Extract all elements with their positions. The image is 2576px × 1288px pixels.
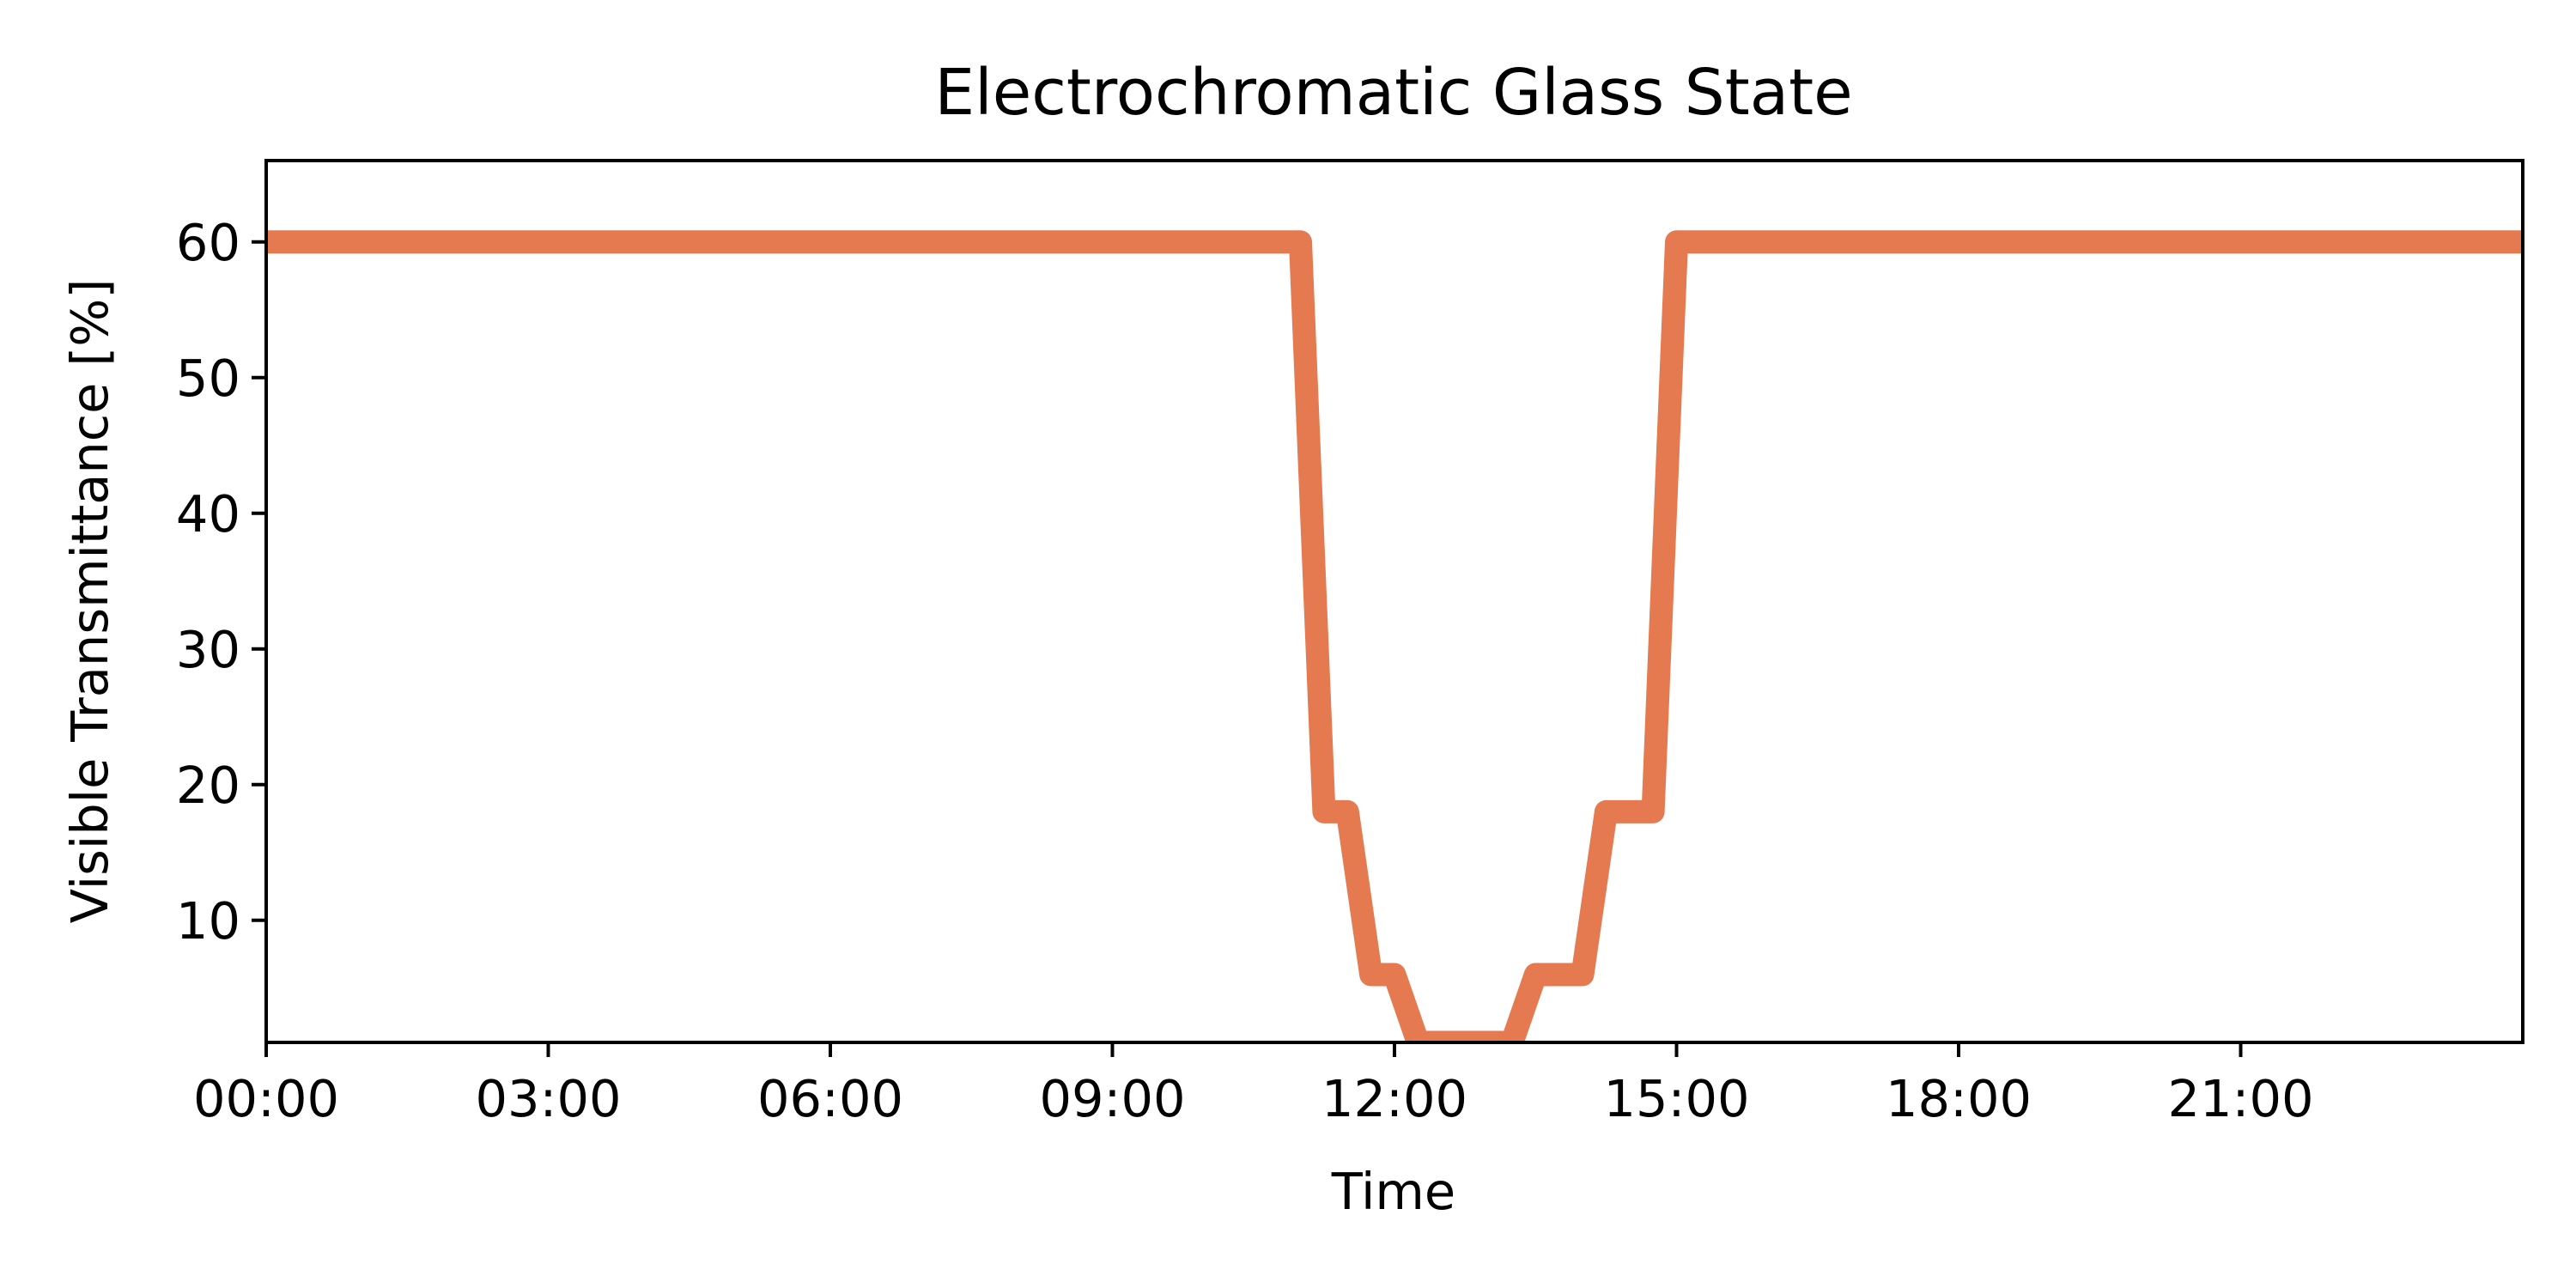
- x-tick-label: 18:00: [1886, 1069, 2032, 1128]
- x-tick-label: 15:00: [1603, 1069, 1749, 1128]
- x-tick-label: 12:00: [1321, 1069, 1467, 1128]
- x-axis: 00:00 03:00 06:00 09:00 12:00 15:00 18:00 21:00: [193, 1042, 2314, 1128]
- x-axis-label: Time: [1331, 1162, 1455, 1221]
- y-tick-label: 50: [176, 349, 240, 408]
- x-tick-label: 06:00: [757, 1069, 903, 1128]
- y-tick-label: 60: [176, 213, 240, 272]
- x-tick-label: 00:00: [193, 1069, 339, 1128]
- series-line-0: [266, 230, 2523, 1042]
- x-tick-label: 09:00: [1039, 1069, 1185, 1128]
- series-layer: [266, 230, 2523, 1042]
- x-tick-label: 03:00: [475, 1069, 621, 1128]
- y-axis: 10 20 30 40 50 60: [176, 213, 266, 951]
- y-axis-label: Visible Transmittance [%]: [60, 279, 119, 924]
- y-tick-label: 40: [176, 484, 240, 544]
- y-tick-label: 10: [176, 891, 240, 951]
- y-tick-label: 30: [176, 620, 240, 679]
- x-tick-label: 21:00: [2167, 1069, 2313, 1128]
- y-tick-label: 20: [176, 756, 240, 815]
- chart-title: Electrochromatic Glass State: [934, 56, 1852, 130]
